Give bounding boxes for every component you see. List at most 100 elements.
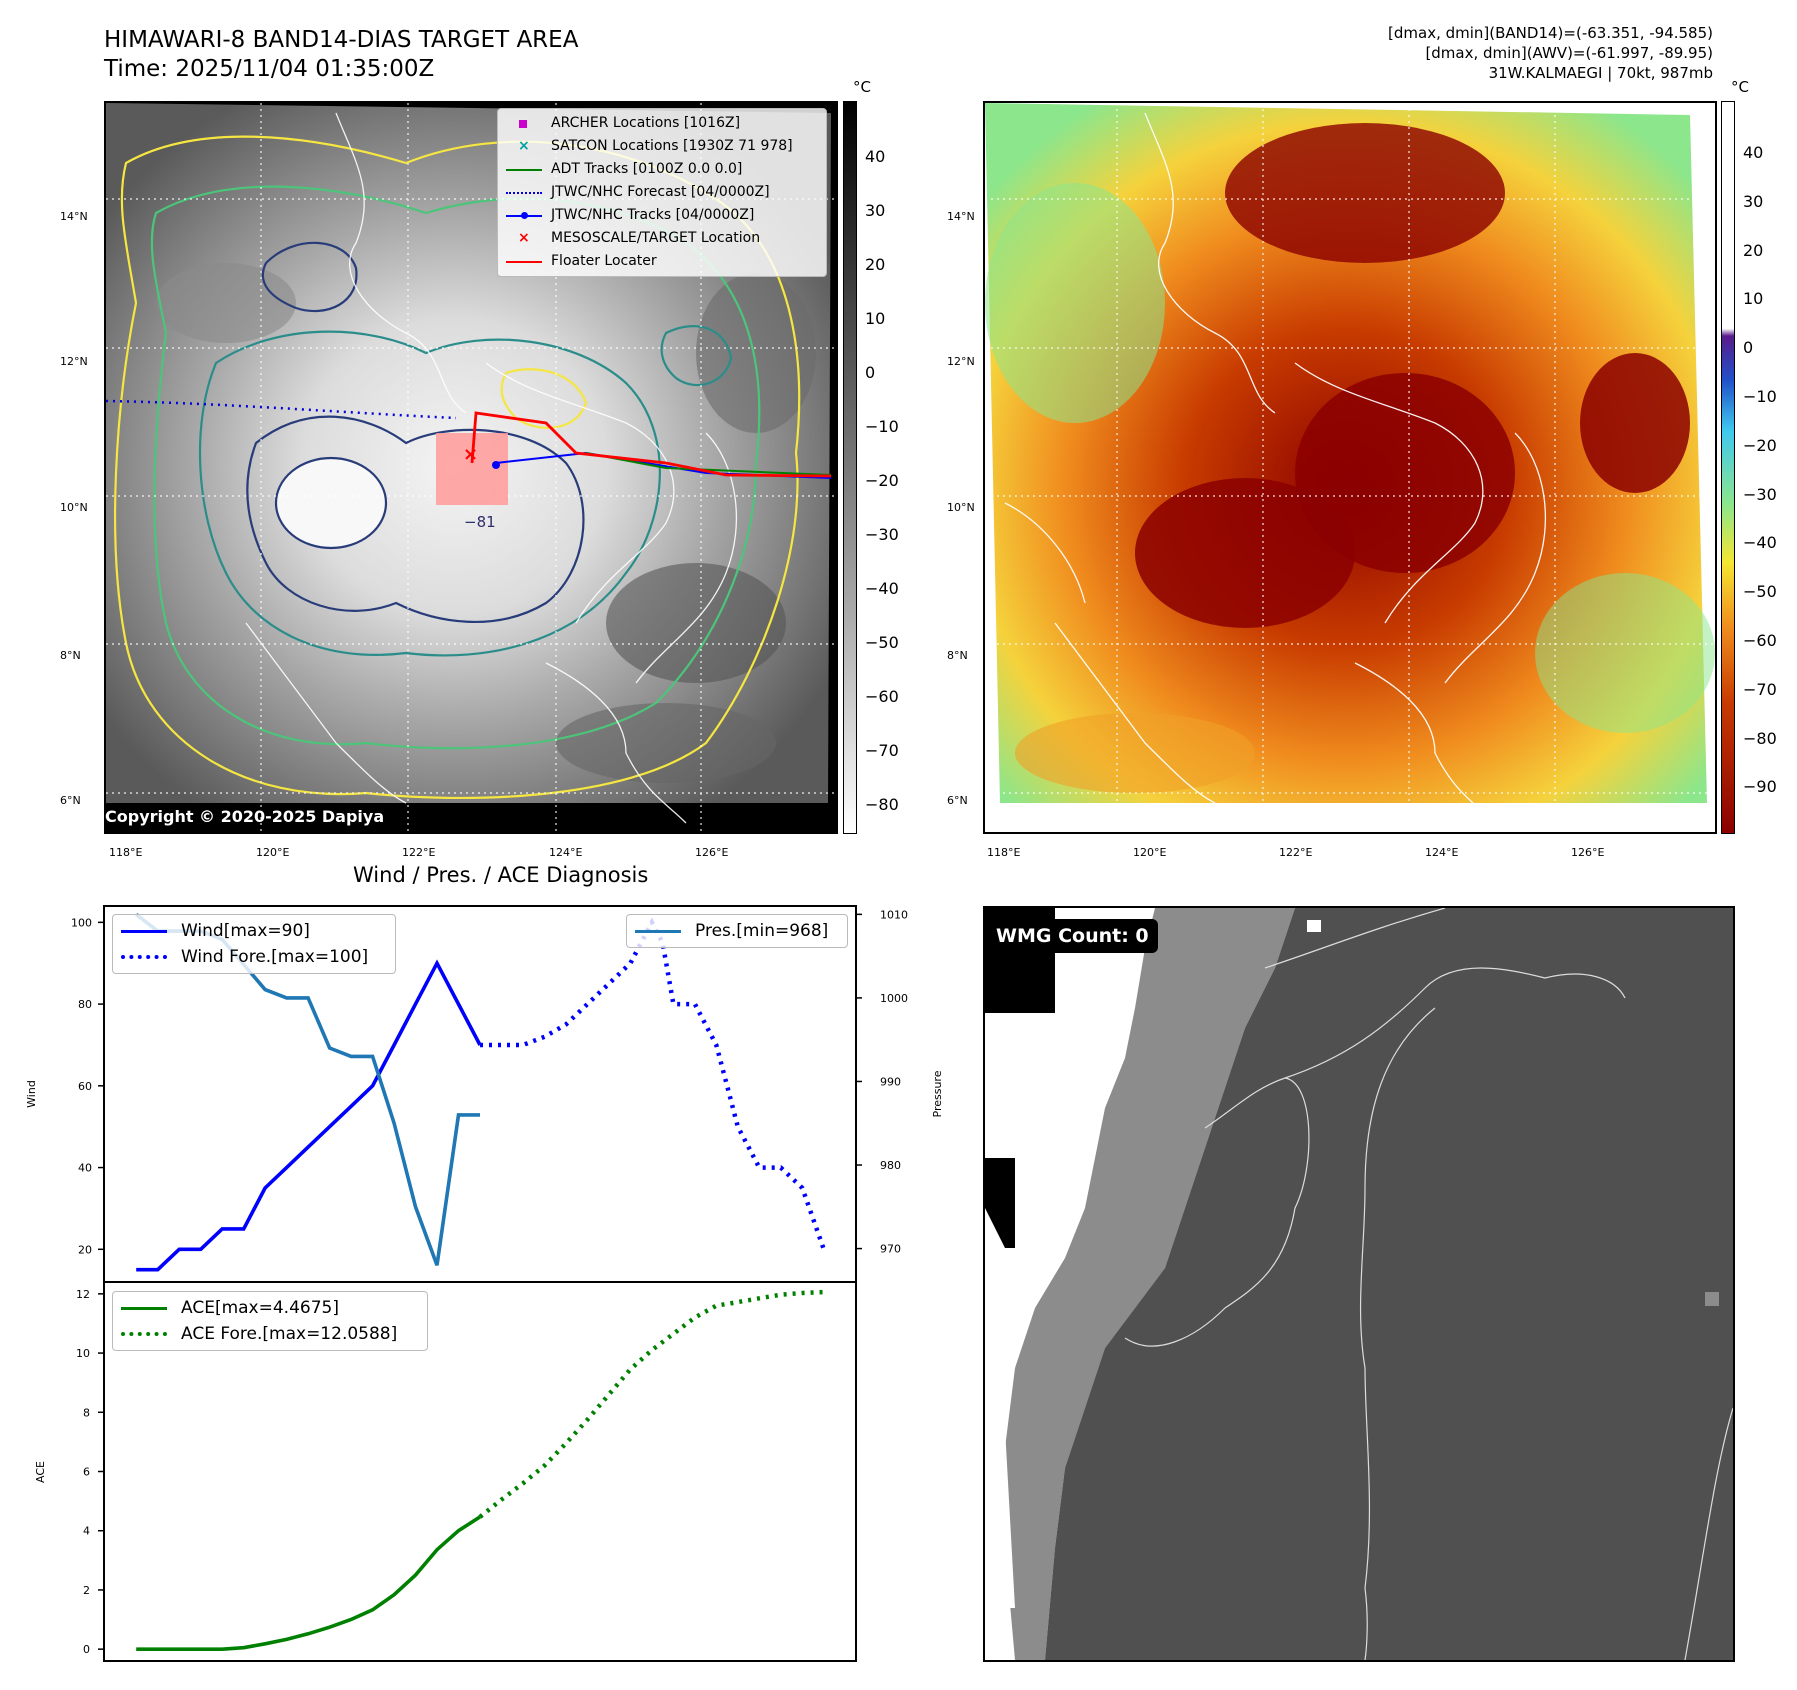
pressure-tick-label: 970 <box>880 1243 901 1256</box>
ace-tick-label: 10 <box>76 1347 90 1360</box>
pressure-tick-label: 1000 <box>880 992 908 1005</box>
line-dot-icon <box>506 209 542 223</box>
pressure-axis-label: Pressure <box>931 1070 944 1117</box>
diagnosis-chart-title: Wind / Pres. / ACE Diagnosis <box>353 863 649 887</box>
wind-tick-label: 100 <box>71 916 92 929</box>
pressure-legend: Pres.[min=968] <box>626 914 848 948</box>
left-colorbar-tick-label: −80 <box>865 795 899 814</box>
figure-title: HIMAWARI-8 BAND14-DIAS TARGET AREA Time:… <box>104 26 578 84</box>
ace-tick-label: 2 <box>83 1584 90 1597</box>
left-colorbar-tick-label: −40 <box>865 579 899 598</box>
legend-item-forecast: JTWC/NHC Forecast [04/0000Z] <box>506 181 818 204</box>
right-colorbar-tick-label: −60 <box>1743 631 1777 650</box>
left-colorbar-tick-label: −60 <box>865 687 899 706</box>
stats-line-2: [dmax, dmin](AWV)=(-61.997, -89.95) <box>1425 44 1713 62</box>
right-colorbar-tick-label: 30 <box>1743 191 1764 211</box>
ace-tick-label: 8 <box>83 1406 90 1419</box>
title-line-2: Time: 2025/11/04 01:35:00Z <box>104 56 435 82</box>
floater-locater-line <box>470 411 832 478</box>
right-colorbar-tick-label: −50 <box>1743 582 1777 602</box>
stats-readout: [dmax, dmin](BAND14)=(-63.351, -94.585) … <box>1388 23 1713 83</box>
square-marker-icon <box>506 117 542 131</box>
legend-item-wind-fore: Wind Fore.[max=100] <box>121 944 387 970</box>
lon-tick-label: 122°E <box>1279 846 1313 859</box>
lon-tick-label: 122°E <box>402 846 436 859</box>
legend-item-pres: Pres.[min=968] <box>635 918 839 944</box>
ace-tick-label: 12 <box>76 1288 90 1301</box>
lat-tick-label: 6°N <box>947 794 968 807</box>
solid-line-icon <box>121 924 167 938</box>
legend-item-satcon: × SATCON Locations [1930Z 71 978] <box>506 135 818 158</box>
map-legend: ARCHER Locations [1016Z] × SATCON Locatio… <box>497 108 827 277</box>
dotted-line-icon <box>121 1327 167 1341</box>
x-marker-icon: × <box>518 137 530 154</box>
lat-tick-label: 14°N <box>60 210 88 223</box>
right-colorbar-tick-label: −80 <box>1743 728 1777 748</box>
lon-tick-label: 124°E <box>1425 846 1459 859</box>
lat-tick-label: 10°N <box>947 501 975 514</box>
lat-tick-label: 6°N <box>60 794 81 807</box>
right-colorbar-tick-label: −90 <box>1743 777 1777 797</box>
left-colorbar-tick-label: 10 <box>865 309 886 328</box>
target-location-marker: × <box>463 444 478 465</box>
right-colorbar-tick-label: 20 <box>1743 240 1764 260</box>
wmg-panel <box>983 906 1735 1662</box>
ace-tick-label: 0 <box>83 1643 90 1656</box>
right-colorbar <box>1721 101 1735 834</box>
legend-item-ace-fore: ACE Fore.[max=12.0588] <box>121 1321 419 1347</box>
wind-legend: Wind[max=90] Wind Fore.[max=100] <box>112 914 396 974</box>
band14-map-image: × −81 <box>106 103 836 832</box>
solid-line-icon <box>635 924 681 938</box>
pressure-tick-label: 980 <box>880 1159 901 1172</box>
pressure-tick-label: 1010 <box>880 908 908 921</box>
title-line-1: HIMAWARI-8 BAND14-DIAS TARGET AREA <box>104 27 579 53</box>
dotted-line-icon <box>506 186 542 200</box>
ace-axis-label: ACE <box>34 1461 47 1483</box>
wind-axis-label: Wind <box>25 1080 38 1108</box>
line-marker-icon <box>506 255 542 269</box>
lat-tick-label: 10°N <box>60 501 88 514</box>
awv-map-panel <box>983 101 1717 834</box>
series-line-wind-fore <box>480 917 826 1251</box>
right-colorbar-tick-label: −30 <box>1743 484 1777 504</box>
lon-tick-label: 120°E <box>256 846 290 859</box>
wind-tick-label: 80 <box>78 998 92 1011</box>
lon-tick-label: 118°E <box>987 846 1021 859</box>
left-colorbar-tick-label: −50 <box>865 633 899 652</box>
left-colorbar-tick-label: 0 <box>865 363 876 382</box>
ace-legend: ACE[max=4.4675] ACE Fore.[max=12.0588] <box>112 1291 428 1351</box>
lat-tick-label: 8°N <box>60 649 81 662</box>
legend-item-adt: ADT Tracks [0100Z 0.0 0.0] <box>506 158 818 181</box>
legend-item-floater: Floater Locater <box>506 250 818 273</box>
right-colorbar-tick-label: −70 <box>1743 679 1777 699</box>
left-colorbar-tick-label: −30 <box>865 525 899 544</box>
series-line-wind <box>136 959 482 1272</box>
left-colorbar <box>843 101 857 834</box>
legend-item-archer: ARCHER Locations [1016Z] <box>506 112 818 135</box>
line-marker-icon <box>506 163 542 177</box>
left-colorbar-tick-label: 40 <box>865 147 886 166</box>
right-colorbar-tick-label: 10 <box>1743 289 1764 309</box>
ace-tick-label: 4 <box>83 1525 90 1538</box>
right-colorbar-tick-label: −10 <box>1743 387 1777 406</box>
solid-line-icon <box>121 1301 167 1315</box>
wind-tick-label: 20 <box>78 1243 92 1256</box>
legend-item-mesoscale: × MESOSCALE/TARGET Location <box>506 227 818 250</box>
left-colorbar-tick-label: 30 <box>865 201 886 220</box>
right-colorbar-tick-label: 0 <box>1743 338 1754 358</box>
lon-tick-label: 124°E <box>549 846 583 859</box>
lon-tick-label: 120°E <box>1133 846 1167 859</box>
legend-item-wind: Wind[max=90] <box>121 918 387 944</box>
stats-line-3: 31W.KALMAEGI | 70kt, 987mb <box>1488 64 1713 82</box>
series-line-ace <box>136 1515 481 1651</box>
left-colorbar-unit: °C <box>853 78 871 96</box>
lon-tick-label: 126°E <box>695 846 729 859</box>
pressure-tick-label: 990 <box>880 1075 901 1088</box>
lat-tick-label: 12°N <box>947 355 975 368</box>
copyright-notice: Copyright © 2020-2025 Dapiya <box>105 807 385 826</box>
awv-map-image <box>985 103 1715 832</box>
lat-tick-label: 12°N <box>60 355 88 368</box>
lat-tick-label: 8°N <box>947 649 968 662</box>
lon-tick-label: 118°E <box>109 846 143 859</box>
lon-tick-label: 126°E <box>1571 846 1605 859</box>
